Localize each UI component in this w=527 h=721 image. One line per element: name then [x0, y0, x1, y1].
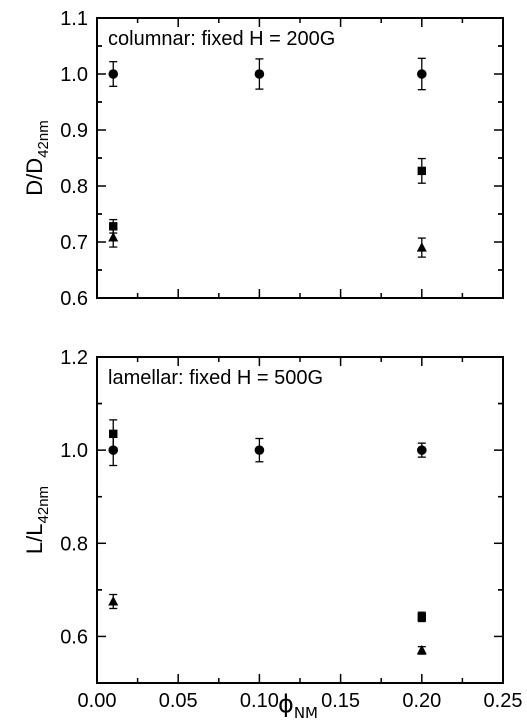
- y-tick-label: 0.6: [60, 626, 88, 648]
- data-point-square: [417, 612, 426, 622]
- plot-frame: [96, 356, 504, 684]
- y-tick-label: 1.1: [60, 8, 88, 30]
- x-tick-label: 0.10: [240, 690, 279, 712]
- data-point-circle: [254, 69, 265, 79]
- panel-top-columnar: columnar: fixed H = 200G D/D42nm 0.6 0.7 0…: [22, 8, 504, 310]
- x-tick-label: 0.00: [78, 690, 117, 712]
- x-axis-label: ϕNM: [278, 690, 318, 721]
- y-tick-label: 1.2: [60, 347, 88, 369]
- panel-annotation: columnar: fixed H = 200G: [108, 28, 335, 50]
- panel-bottom-lamellar: lamellar: fixed H = 500G L/L42nm ϕNM 0.0…: [22, 347, 522, 721]
- data-point-triangle: [108, 596, 119, 606]
- plot-frame: [96, 17, 504, 299]
- y-tick-label: 0.6: [60, 288, 88, 310]
- data-point-triangle: [108, 232, 119, 242]
- y-tick-label: 0.8: [60, 533, 88, 555]
- x-tick-label: 0.15: [321, 690, 360, 712]
- data-point-triangle: [416, 644, 427, 655]
- y-tick-label: 0.9: [60, 120, 88, 142]
- data-point-circle: [254, 445, 265, 455]
- x-tick-label: 0.05: [159, 690, 198, 712]
- y-axis-label: D/D42nm: [22, 120, 52, 195]
- x-tick-label: 0.20: [402, 690, 441, 712]
- y-axis-label: L/L42nm: [22, 486, 52, 554]
- data-point-square: [109, 222, 118, 231]
- data-point-circle: [417, 445, 427, 455]
- y-tick-label: 0.7: [60, 232, 88, 254]
- data-point-triangle: [416, 242, 427, 252]
- y-tick-label: 1.0: [60, 64, 88, 86]
- y-tick-label: 0.8: [60, 176, 88, 198]
- y-tick-label: 1.0: [60, 440, 88, 462]
- data-point-square: [109, 429, 118, 439]
- data-point-circle: [417, 69, 427, 79]
- x-tick-label: 0.25: [484, 690, 523, 712]
- panel-annotation: lamellar: fixed H = 500G: [108, 367, 323, 389]
- data-point-square: [417, 166, 426, 176]
- data-point-circle: [108, 69, 119, 79]
